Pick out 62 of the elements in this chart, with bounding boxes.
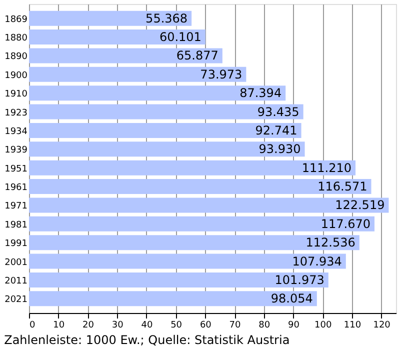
y-tick-label: 1923 — [4, 108, 28, 118]
y-tick-label: 1880 — [4, 34, 28, 44]
bar — [29, 66, 246, 82]
y-tick-label: 1981 — [4, 220, 28, 230]
bar — [29, 122, 302, 138]
y-tick-label: 1971 — [4, 202, 28, 212]
data-label: 87.394 — [240, 86, 282, 100]
bar — [29, 216, 374, 232]
bar — [29, 235, 360, 250]
bar — [29, 272, 328, 288]
x-tick-label: 110 — [344, 320, 362, 330]
data-label: 122.519 — [335, 198, 385, 212]
x-tick-label: 120 — [373, 320, 391, 330]
x-tick-label: 70 — [229, 320, 242, 330]
y-tick-label: 2011 — [4, 276, 28, 286]
data-label: 116.571 — [318, 180, 368, 194]
y-tick-label: 1890 — [4, 52, 28, 62]
y-tick-label: 1951 — [4, 164, 28, 174]
bar — [29, 10, 192, 26]
x-tick-label: 40 — [141, 320, 153, 330]
data-label: 111.210 — [302, 160, 352, 175]
data-label: 93.435 — [257, 104, 300, 119]
x-tick-label: 50 — [170, 320, 182, 330]
data-label: 93.930 — [258, 142, 301, 156]
x-tick-label: 90 — [288, 320, 300, 330]
y-tick-label: 1961 — [4, 183, 28, 194]
y-tick-label: 1991 — [4, 239, 28, 250]
data-label: 98.054 — [270, 292, 313, 306]
y-tick-label: 1900 — [4, 70, 28, 81]
x-tick-label: 80 — [258, 320, 270, 330]
data-label: 112.536 — [306, 236, 356, 250]
data-label: 55.368 — [146, 11, 188, 26]
bar — [29, 179, 372, 194]
x-tick-label: 30 — [112, 320, 124, 330]
data-label: 117.670 — [320, 216, 370, 231]
bar — [29, 291, 317, 306]
x-tick-label: 100 — [314, 320, 332, 330]
y-tick-label: 1939 — [4, 146, 28, 156]
x-tick-label: 10 — [53, 320, 65, 330]
data-label: 73.973 — [200, 67, 242, 82]
y-tick-label: 2001 — [4, 258, 28, 268]
bar — [29, 86, 286, 101]
y-tick-label: 1869 — [4, 14, 28, 25]
text: Zahlenleiste: 1000 Ew.; Quelle: Statistik Austria — [4, 333, 290, 347]
x-tick-label: 60 — [200, 320, 212, 330]
bar — [29, 48, 222, 64]
bar — [29, 198, 389, 213]
y-tick-label: 1910 — [4, 90, 28, 100]
data-label: 60.101 — [159, 30, 202, 44]
bar — [29, 160, 356, 176]
bar — [29, 254, 346, 269]
bar — [29, 104, 304, 120]
data-label: 101.973 — [274, 272, 324, 287]
bar — [29, 142, 305, 157]
data-label: 107.934 — [292, 254, 342, 268]
bar — [29, 30, 206, 45]
y-tick-label: 2021 — [4, 295, 28, 306]
data-label: 65.877 — [176, 48, 218, 63]
data-label: 92.741 — [255, 123, 298, 138]
y-tick-label: 1934 — [4, 126, 28, 137]
x-tick-label: 20 — [82, 320, 94, 330]
x-tick-label: 0 — [30, 320, 36, 330]
